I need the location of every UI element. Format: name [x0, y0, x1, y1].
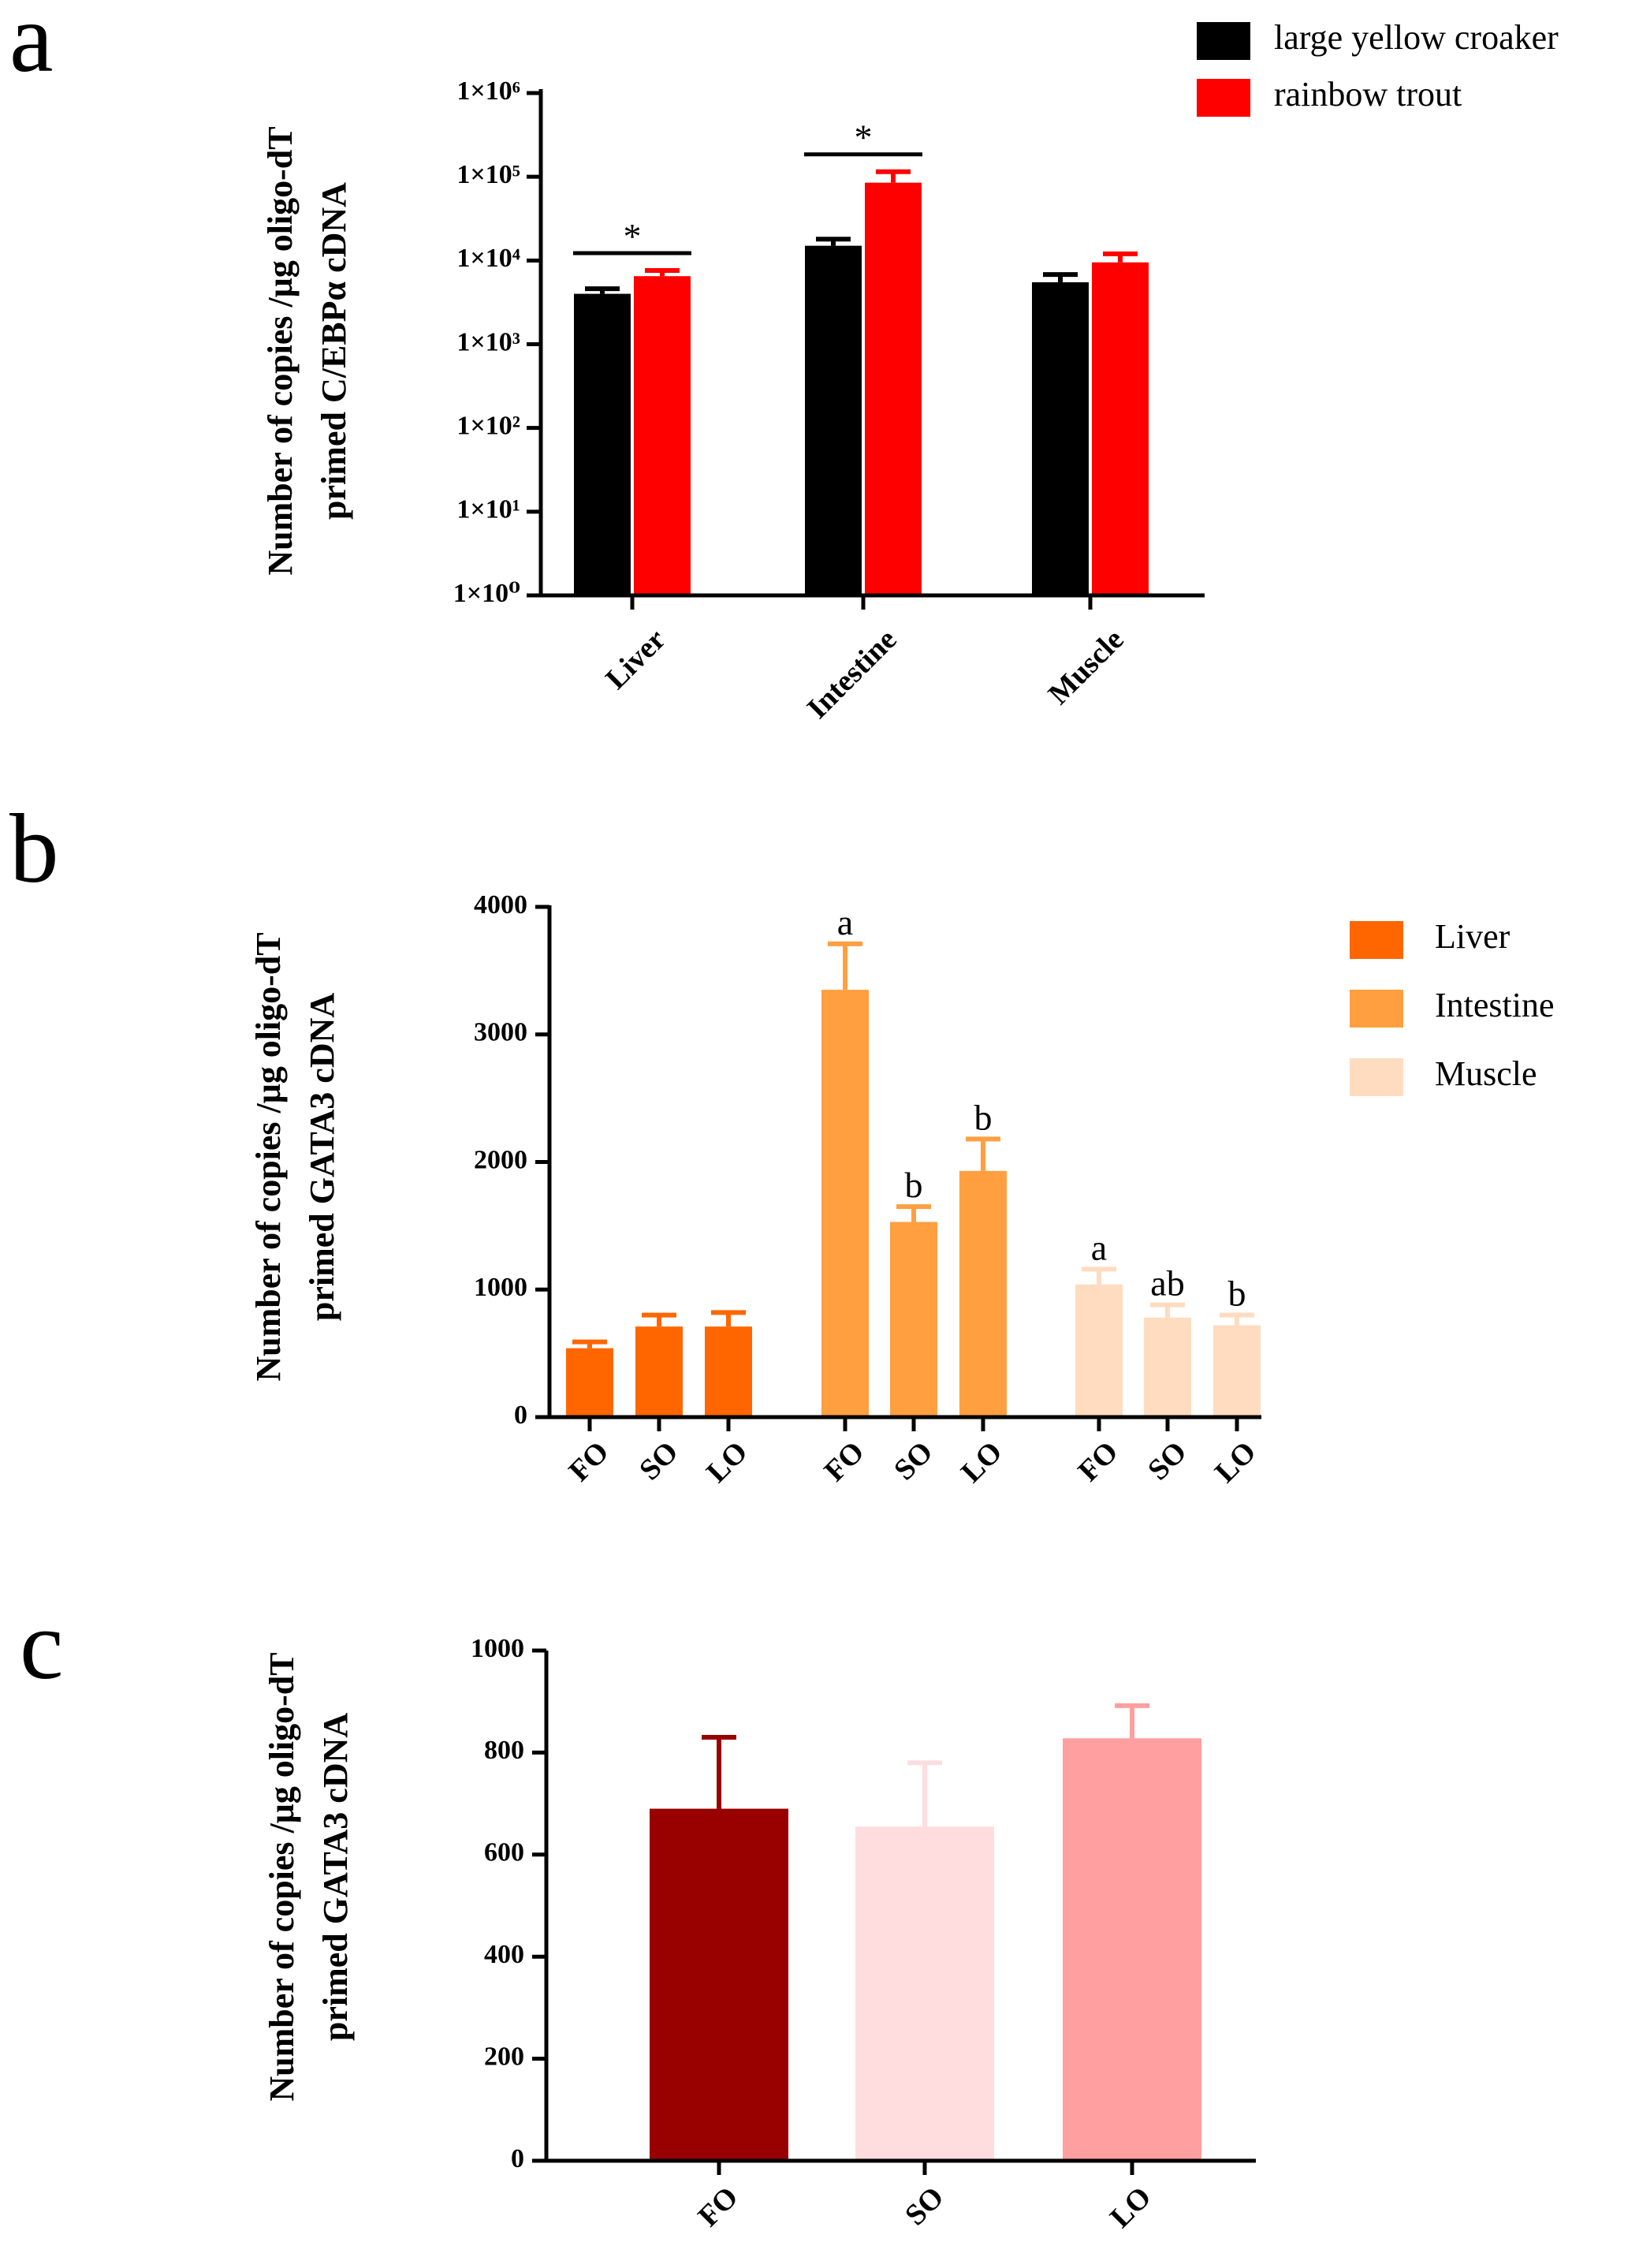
- legend-label-a: rainbow trout: [1274, 75, 1462, 114]
- x-tick-label-b: LO: [1209, 1435, 1263, 1490]
- bar-b: [1213, 1325, 1261, 1417]
- significance-star-a: *: [855, 118, 873, 158]
- x-tick-label-c: LO: [1104, 2180, 1158, 2235]
- bar-b: [1144, 1317, 1191, 1417]
- y-tick-label-a: 1×10⁴: [456, 244, 520, 273]
- legend-label-a: large yellow croaker: [1274, 18, 1559, 57]
- bar-c: [650, 1808, 788, 2161]
- legend-swatch-b: [1350, 1058, 1403, 1096]
- y-tick-label-b: 2000: [474, 1145, 527, 1174]
- x-tick-label-c: FO: [692, 2180, 745, 2233]
- bar-c: [855, 1826, 994, 2161]
- y-tick-label-c: 400: [484, 1940, 524, 1969]
- bar-b: [890, 1222, 937, 1417]
- bar-a: [574, 293, 631, 595]
- chart-panel-c: Number of copies /μg oligo-dT primed GAT…: [263, 1634, 1256, 2235]
- panel-letter-c: c: [20, 1591, 63, 1700]
- y-axis-label-c-line2: primed GATA3 cDNA: [316, 1713, 355, 2042]
- legend-swatch-b: [1350, 990, 1403, 1028]
- y-tick-label-a: 1×10⁶: [456, 76, 520, 106]
- chart-panel-b: Number of copies /μg oligo-dT primed GAT…: [249, 890, 1555, 1490]
- y-tick-label-b: 3000: [474, 1018, 527, 1047]
- x-tick-label-c: SO: [899, 2180, 951, 2233]
- y-tick-label-c: 200: [484, 2042, 524, 2071]
- y-tick-label-c: 600: [484, 1838, 524, 1867]
- y-tick-label-a: 1×10⁵: [456, 160, 520, 189]
- bar-a: [634, 276, 691, 595]
- x-tick-label-b: FO: [563, 1435, 616, 1488]
- significance-letter-b: b: [905, 1165, 923, 1205]
- y-axis-label-c-line1: Number of copies /μg oligo-dT: [263, 1652, 301, 2101]
- bar-b: [705, 1326, 752, 1417]
- x-tick-label-a: Liver: [599, 623, 672, 696]
- legend-label-b: Intestine: [1435, 986, 1555, 1024]
- significance-letter-b: a: [1091, 1227, 1107, 1267]
- panel-letter-b: b: [9, 795, 59, 904]
- bar-b: [566, 1348, 613, 1417]
- bar-a: [805, 245, 862, 595]
- x-tick-label-b: FO: [818, 1435, 871, 1488]
- legend-label-b: Liver: [1435, 917, 1510, 956]
- x-tick-label-a: Intestine: [801, 623, 903, 726]
- legend-swatch-b: [1350, 921, 1403, 959]
- x-tick-label-b: LO: [955, 1435, 1009, 1490]
- chart-panel-a: Number of copies /μg oligo-dT primed C/E…: [261, 18, 1559, 725]
- panel-letter-a: a: [9, 0, 53, 93]
- x-tick-label-b: SO: [1142, 1435, 1194, 1487]
- bar-b: [821, 990, 869, 1417]
- x-tick-label-b: LO: [700, 1435, 754, 1490]
- y-axis-label-a-line2: primed C/EBPα cDNA: [315, 182, 353, 520]
- significance-letter-b: b: [1228, 1274, 1246, 1314]
- y-tick-label-a: 1×10³: [456, 327, 520, 356]
- y-tick-label-c: 0: [511, 2144, 524, 2173]
- legend-swatch-a: [1197, 22, 1250, 60]
- significance-letter-b: ab: [1150, 1263, 1184, 1304]
- y-axis-label-b-line2: primed GATA3 cDNA: [303, 993, 341, 1322]
- y-tick-label-b: 4000: [474, 890, 527, 920]
- legend-swatch-a: [1197, 79, 1250, 117]
- y-tick-label-a: 1×10¹: [456, 495, 520, 524]
- y-tick-label-c: 1000: [471, 1634, 524, 1663]
- x-tick-label-b: FO: [1072, 1435, 1125, 1488]
- significance-star-a: *: [624, 216, 642, 256]
- bar-b: [635, 1326, 683, 1417]
- y-tick-label-a: 1×10⁰: [453, 579, 520, 608]
- y-tick-label-c: 800: [484, 1736, 524, 1765]
- bar-b: [959, 1170, 1007, 1417]
- x-tick-label-b: SO: [633, 1435, 685, 1487]
- bar-b: [1075, 1284, 1123, 1417]
- x-tick-label-a: Muscle: [1042, 623, 1131, 711]
- y-axis-label-b-line1: Number of copies /μg oligo-dT: [249, 932, 288, 1381]
- bar-a: [865, 182, 922, 595]
- significance-letter-b: b: [974, 1097, 993, 1137]
- bar-a: [1092, 262, 1149, 595]
- y-tick-label-b: 0: [514, 1401, 527, 1430]
- bar-a: [1032, 282, 1089, 595]
- bar-c: [1063, 1738, 1201, 2161]
- x-tick-label-b: SO: [888, 1435, 940, 1487]
- y-tick-label-a: 1×10²: [456, 411, 520, 440]
- y-axis-label-a-line1: Number of copies /μg oligo-dT: [261, 126, 300, 575]
- legend-label-b: Muscle: [1435, 1054, 1537, 1093]
- significance-letter-b: a: [837, 902, 853, 942]
- y-tick-label-b: 1000: [474, 1273, 527, 1302]
